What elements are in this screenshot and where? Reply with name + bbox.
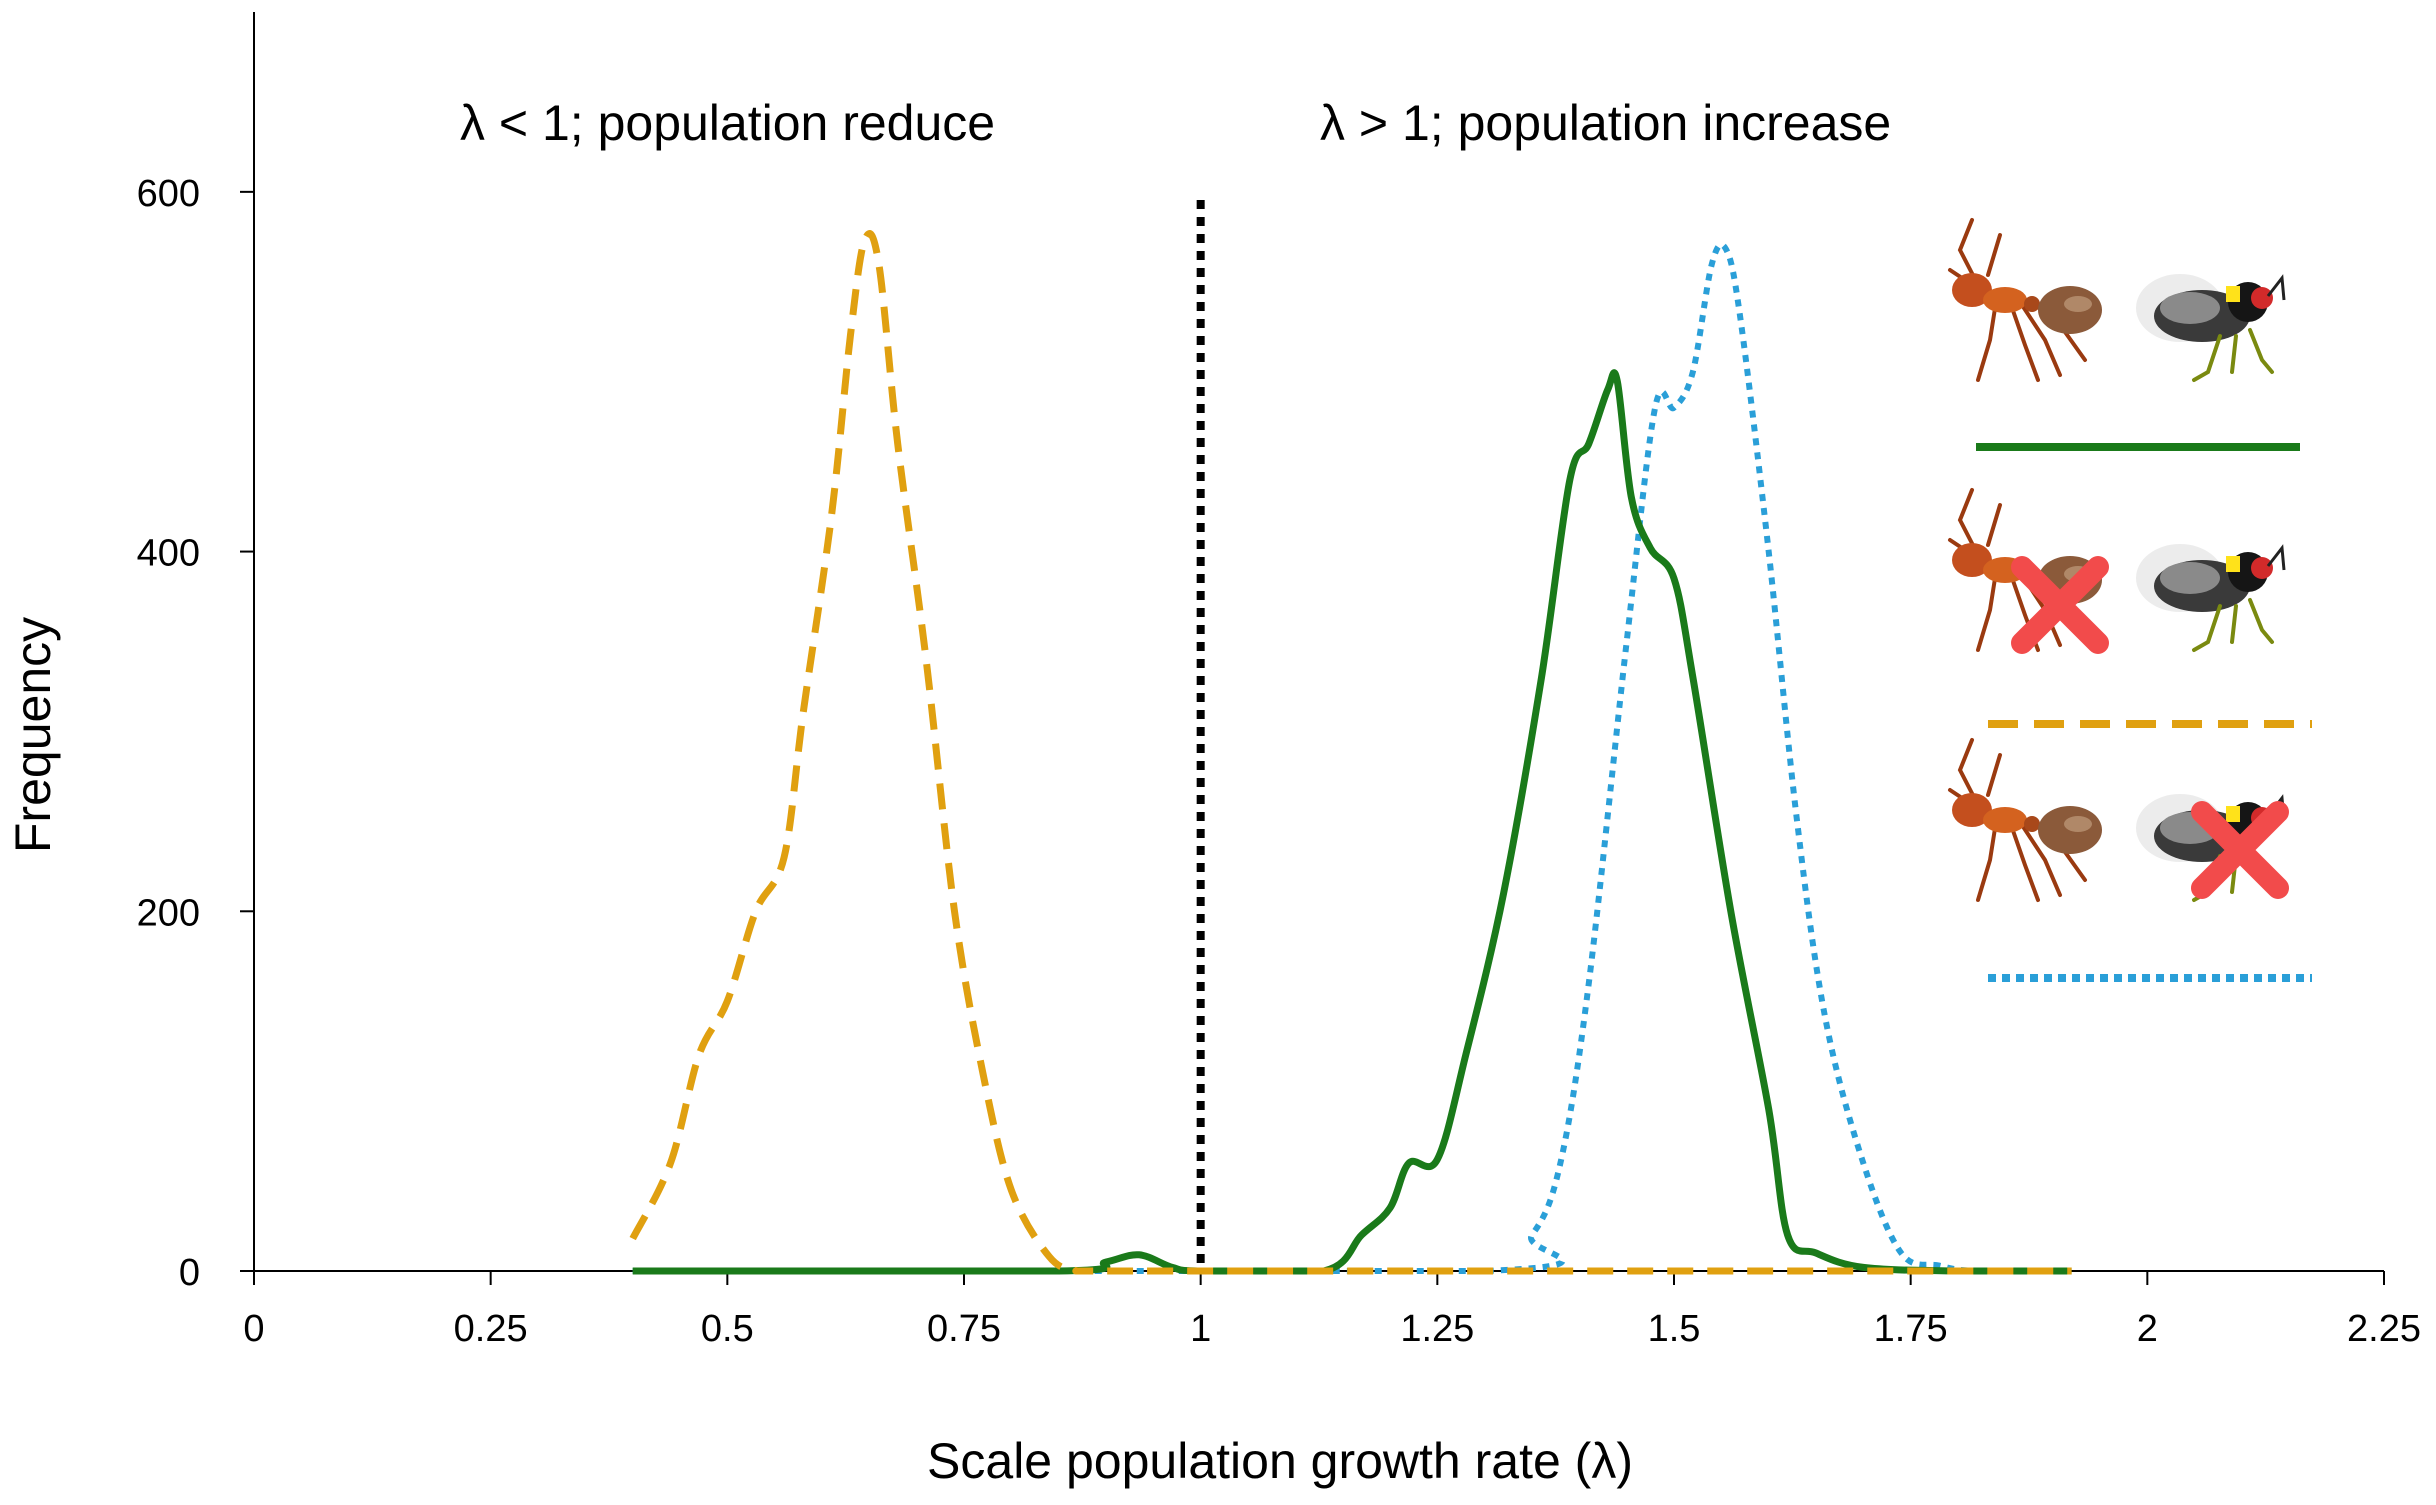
y-tick-label: 600 [137,173,200,215]
annotation-reduce: λ < 1; population reduce [460,95,995,151]
x-tick-label: 1.75 [1874,1308,1948,1350]
legend-entry [1948,738,2312,982]
ant-icon [1948,738,2104,902]
x-axis-title: Scale population growth rate (λ) [927,1433,1633,1489]
x-tick-label: 2 [2137,1308,2158,1350]
x-tick-label: 1.25 [1400,1308,1474,1350]
x-tick-label: 2.25 [2347,1308,2421,1350]
y-tick-label: 200 [137,892,200,934]
legend-entry [1948,488,2312,728]
series-line-dashed [629,230,2072,1275]
series-line-dotted [632,241,2072,1275]
x-tick-label: 0 [243,1308,264,1350]
x-tick-label: 0.75 [927,1308,1001,1350]
y-tick-label: 0 [179,1252,200,1294]
y-tick-label: 400 [137,533,200,575]
ticks: 0 0.25 0.5 0.75 1 1.25 1.5 1.75 2 2.25 0 200 400 600 [137,173,2421,1350]
y-axis-title: Frequency [5,617,61,853]
fly-icon [2134,272,2286,382]
x-tick-label: 0.5 [701,1308,754,1350]
x-tick-label: 0.25 [454,1308,528,1350]
axes [253,12,2384,1272]
fly-icon [2134,542,2286,652]
series-line-solid [632,369,2072,1275]
legend [1948,218,2312,982]
x-tick-label: 1.5 [1648,1308,1701,1350]
annotation-increase: λ > 1; population increase [1320,95,1891,151]
ant-icon [1948,218,2104,382]
x-tick-label: 1 [1190,1308,1211,1350]
series-layer [629,200,2072,1275]
legend-entry [1948,218,2300,451]
